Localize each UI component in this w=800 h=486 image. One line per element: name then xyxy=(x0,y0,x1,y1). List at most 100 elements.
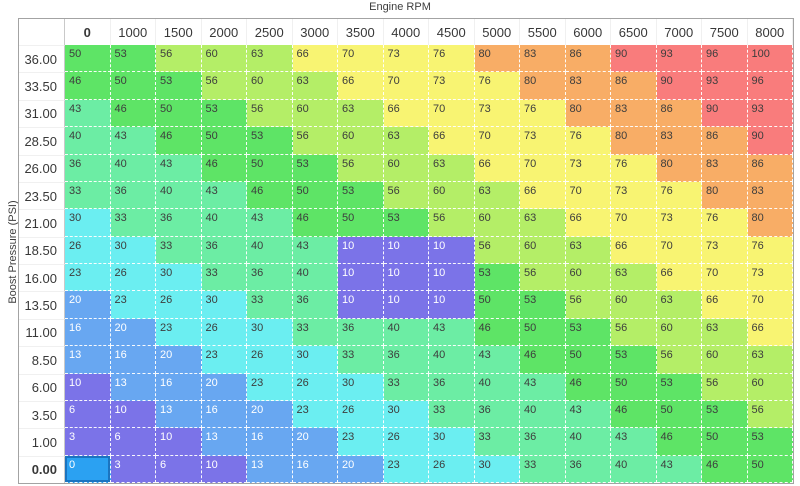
table-cell[interactable]: 10 xyxy=(201,455,247,483)
table-cell[interactable]: 16 xyxy=(156,373,202,401)
table-cell[interactable]: 10 xyxy=(156,428,202,456)
table-cell[interactable]: 63 xyxy=(429,154,475,182)
table-cell[interactable]: 63 xyxy=(747,346,793,374)
table-cell[interactable]: 23 xyxy=(201,346,247,374)
table-cell[interactable]: 33 xyxy=(156,236,202,264)
table-cell[interactable]: 10 xyxy=(338,264,384,292)
table-cell[interactable]: 23 xyxy=(338,428,384,456)
table-cell[interactable]: 23 xyxy=(65,264,111,292)
table-cell[interactable]: 3 xyxy=(65,428,111,456)
table-cell[interactable]: 33 xyxy=(474,428,520,456)
table-cell[interactable]: 40 xyxy=(474,373,520,401)
table-cell[interactable]: 43 xyxy=(292,236,338,264)
column-header-4500[interactable]: 4500 xyxy=(429,19,475,45)
table-cell[interactable]: 56 xyxy=(656,346,702,374)
table-cell[interactable]: 40 xyxy=(65,127,111,155)
table-cell[interactable]: 70 xyxy=(656,236,702,264)
table-cell[interactable]: 40 xyxy=(429,346,475,374)
table-cell[interactable]: 66 xyxy=(747,318,793,347)
selected-cell[interactable]: 0 xyxy=(65,455,111,483)
table-cell[interactable]: 16 xyxy=(65,318,111,347)
table-cell[interactable]: 10 xyxy=(429,236,475,264)
table-cell[interactable]: 53 xyxy=(338,181,384,210)
table-cell[interactable]: 73 xyxy=(383,45,429,73)
column-header-3500[interactable]: 3500 xyxy=(338,19,384,45)
table-cell[interactable]: 60 xyxy=(292,99,338,128)
table-cell[interactable]: 20 xyxy=(110,318,156,347)
row-header-1.00[interactable]: 1.00 xyxy=(19,428,65,456)
table-cell[interactable]: 56 xyxy=(747,400,793,429)
table-cell[interactable]: 56 xyxy=(156,45,202,73)
column-header-3000[interactable]: 3000 xyxy=(292,19,338,45)
table-cell[interactable]: 30 xyxy=(474,455,520,483)
table-cell[interactable]: 43 xyxy=(656,455,702,483)
table-cell[interactable]: 53 xyxy=(611,346,657,374)
column-header-7500[interactable]: 7500 xyxy=(702,19,748,45)
table-cell[interactable]: 73 xyxy=(656,209,702,237)
table-cell[interactable]: 26 xyxy=(338,400,384,429)
table-cell[interactable]: 43 xyxy=(565,400,611,429)
table-cell[interactable]: 46 xyxy=(110,99,156,128)
table-cell[interactable]: 66 xyxy=(702,291,748,319)
table-cell[interactable]: 26 xyxy=(429,455,475,483)
table-cell[interactable]: 30 xyxy=(201,291,247,319)
table-cell[interactable]: 53 xyxy=(474,264,520,292)
table-cell[interactable]: 36 xyxy=(429,373,475,401)
table-cell[interactable]: 26 xyxy=(292,373,338,401)
table-cell[interactable]: 50 xyxy=(247,154,293,182)
table-cell[interactable]: 60 xyxy=(565,264,611,292)
table-cell[interactable]: 20 xyxy=(338,455,384,483)
table-cell[interactable]: 50 xyxy=(201,127,247,155)
table-cell[interactable]: 36 xyxy=(338,318,384,347)
table-cell[interactable]: 43 xyxy=(201,181,247,210)
table-cell[interactable]: 96 xyxy=(747,72,793,100)
table-cell[interactable]: 46 xyxy=(702,455,748,483)
table-cell[interactable]: 90 xyxy=(702,99,748,128)
table-cell[interactable]: 66 xyxy=(474,154,520,182)
table-cell[interactable]: 76 xyxy=(656,181,702,210)
table-cell[interactable]: 36 xyxy=(565,455,611,483)
table-cell[interactable]: 70 xyxy=(611,209,657,237)
table-cell[interactable]: 46 xyxy=(656,428,702,456)
table-cell[interactable]: 43 xyxy=(65,99,111,128)
table-cell[interactable]: 60 xyxy=(702,346,748,374)
row-header-28.50[interactable]: 28.50 xyxy=(19,127,65,155)
table-cell[interactable]: 70 xyxy=(565,181,611,210)
table-cell[interactable]: 43 xyxy=(520,373,566,401)
table-cell[interactable]: 93 xyxy=(656,45,702,73)
table-cell[interactable]: 10 xyxy=(383,236,429,264)
table-cell[interactable]: 40 xyxy=(247,236,293,264)
table-cell[interactable]: 60 xyxy=(338,127,384,155)
table-cell[interactable]: 86 xyxy=(747,154,793,182)
table-cell[interactable]: 63 xyxy=(247,45,293,73)
column-header-7000[interactable]: 7000 xyxy=(656,19,702,45)
table-cell[interactable]: 90 xyxy=(611,45,657,73)
table-cell[interactable]: 36 xyxy=(110,181,156,210)
table-cell[interactable]: 70 xyxy=(429,99,475,128)
column-header-6000[interactable]: 6000 xyxy=(565,19,611,45)
column-header-6500[interactable]: 6500 xyxy=(611,19,657,45)
table-cell[interactable]: 36 xyxy=(474,400,520,429)
table-cell[interactable]: 73 xyxy=(611,181,657,210)
table-cell[interactable]: 46 xyxy=(611,400,657,429)
table-cell[interactable]: 33 xyxy=(110,209,156,237)
table-cell[interactable]: 70 xyxy=(338,45,384,73)
table-cell[interactable]: 63 xyxy=(565,236,611,264)
table-cell[interactable]: 56 xyxy=(702,373,748,401)
table-cell[interactable]: 60 xyxy=(656,318,702,347)
table-cell[interactable]: 30 xyxy=(383,400,429,429)
table-cell[interactable]: 76 xyxy=(429,45,475,73)
table-cell[interactable]: 53 xyxy=(201,99,247,128)
table-cell[interactable]: 53 xyxy=(565,318,611,347)
table-cell[interactable]: 33 xyxy=(292,318,338,347)
row-header-0.00[interactable]: 0.00 xyxy=(19,455,65,483)
table-cell[interactable]: 30 xyxy=(338,373,384,401)
table-cell[interactable]: 53 xyxy=(747,428,793,456)
table-cell[interactable]: 33 xyxy=(520,455,566,483)
table-cell[interactable]: 46 xyxy=(474,318,520,347)
table-cell[interactable]: 50 xyxy=(65,45,111,73)
table-cell[interactable]: 16 xyxy=(110,346,156,374)
table-cell[interactable]: 83 xyxy=(520,45,566,73)
table-cell[interactable]: 13 xyxy=(156,400,202,429)
table-cell[interactable]: 23 xyxy=(383,455,429,483)
